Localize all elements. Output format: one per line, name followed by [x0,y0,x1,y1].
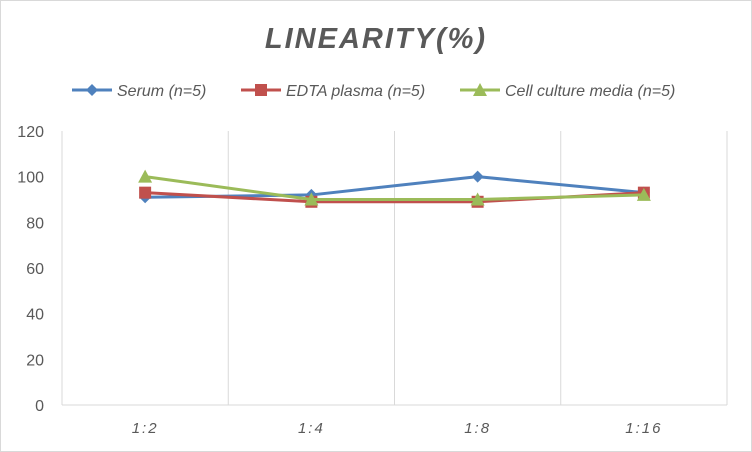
y-tick-label: 60 [26,261,44,278]
y-tick-label: 100 [17,170,44,187]
y-tick-label: 40 [26,307,44,324]
legend-marker [255,84,267,96]
y-tick-label: 20 [26,352,44,369]
y-tick-label: 120 [17,124,44,141]
data-point [304,192,319,206]
data-point [471,170,484,183]
data-point [636,187,651,201]
series-line [144,175,644,201]
x-tick-label: 1:8 [464,420,491,437]
chart-title: LINEARITY(%) [265,23,487,55]
data-point [470,192,485,206]
x-tick-label: 1:16 [625,420,662,437]
legend-label: EDTA plasma (n=5) [286,83,425,100]
legend-marker [86,84,98,96]
y-tick-label: 0 [35,398,44,415]
x-tick-label: 1:2 [132,420,159,437]
data-point [138,169,153,183]
legend-label: Cell culture media (n=5) [505,83,675,100]
y-tick-label: 80 [26,215,44,232]
data-point [139,186,152,199]
x-tick-label: 1:4 [298,420,325,437]
legend-label: Serum (n=5) [117,83,206,100]
legend-marker [473,83,487,96]
